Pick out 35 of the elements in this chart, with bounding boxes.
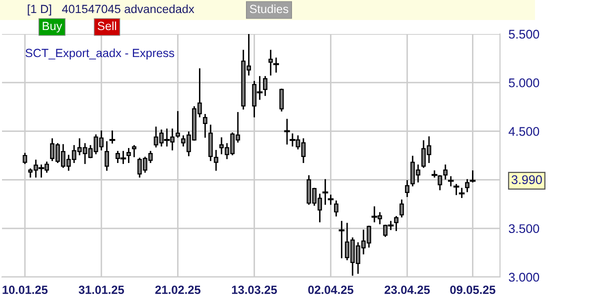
- x-tick-label: 09.05.25: [450, 286, 496, 294]
- candlestick: [465, 179, 470, 192]
- candlestick: [279, 88, 284, 112]
- y-tick-label: 5.000: [508, 78, 540, 88]
- candlestick: [208, 124, 213, 162]
- candlestick: [443, 164, 448, 180]
- candlestick: [394, 216, 398, 232]
- candlestick: [400, 200, 404, 218]
- text: Sell: [98, 22, 116, 30]
- text: SCT_Export_aadx - Express: [26, 48, 174, 60]
- candlestick: [214, 150, 218, 171]
- candlestick: [263, 76, 268, 96]
- y-tick-label: 3.500: [508, 224, 540, 234]
- y-tick-label: 4.500: [508, 127, 540, 136]
- chart-title: [1 D] 401547045 advancedadx: [28, 4, 194, 16]
- x-tick-label: 02.04.25: [308, 286, 354, 294]
- text: Studies: [250, 4, 288, 14]
- candlestick: [104, 141, 110, 171]
- x-tick-label: 21.02.25: [155, 286, 200, 294]
- x-tick-label: 10.01.25: [2, 286, 48, 294]
- y-tick-label: 3.000: [508, 272, 540, 282]
- candlestick: [132, 145, 136, 158]
- text: 3.990: [512, 175, 542, 184]
- candlestick: [202, 114, 208, 138]
- candlestick: [284, 118, 290, 145]
- x-tick-label: 31.01.25: [78, 286, 124, 294]
- text: Buy: [42, 22, 62, 32]
- candlestick: [22, 152, 28, 164]
- candlestick: [176, 111, 180, 138]
- y-tick-label: 5.500: [508, 30, 540, 39]
- x-tick-label: 23.04.25: [384, 286, 430, 294]
- x-tick-label: 13.03.25: [232, 286, 277, 294]
- candlestick: [404, 180, 410, 198]
- candlestick: [126, 148, 131, 163]
- candlestick: [334, 200, 338, 216]
